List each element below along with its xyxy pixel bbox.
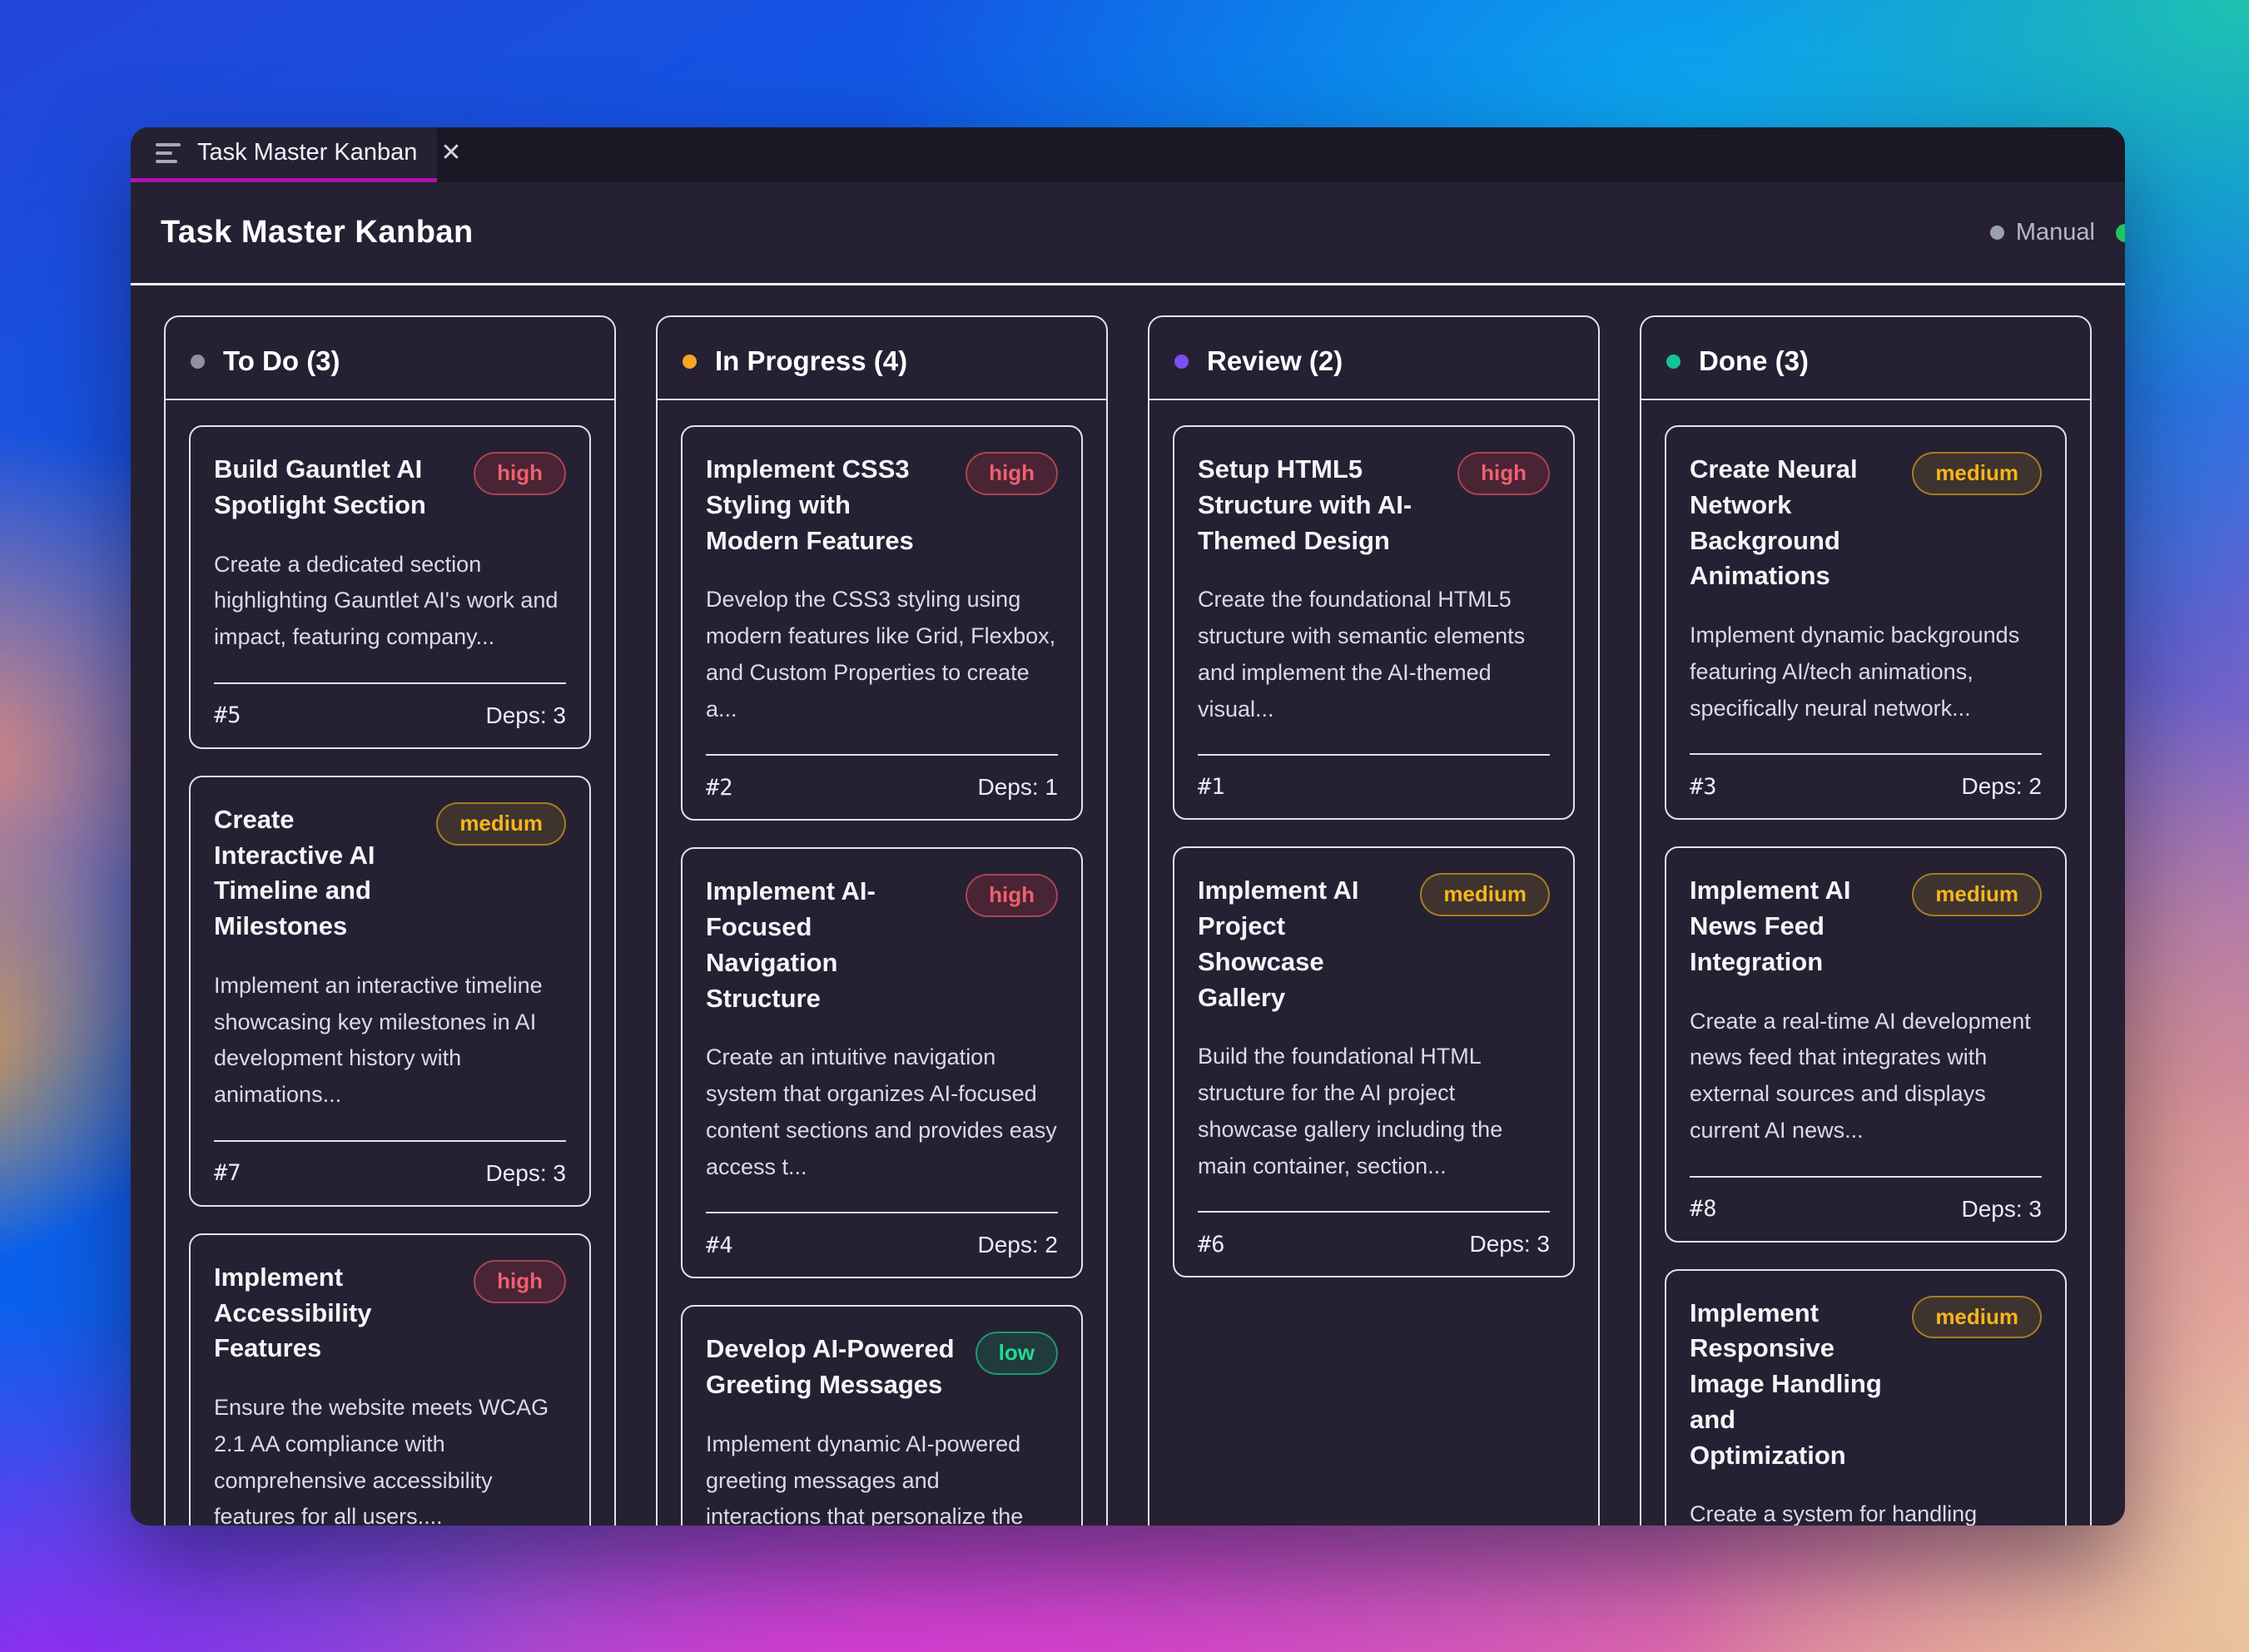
column-in-progress: In Progress (4) Implement CSS3 Styling w…: [656, 315, 1108, 1525]
card-title: Create Interactive AI Timeline and Miles…: [214, 804, 375, 941]
task-card[interactable]: Build Gauntlet AI Spotlight Section high…: [189, 425, 591, 749]
priority-badge: medium: [1420, 873, 1550, 917]
card-description: Implement dynamic AI-powered greeting me…: [706, 1431, 1024, 1525]
column-dot-icon: [1174, 354, 1189, 369]
card-description: Create the foundational HTML5 structure …: [1198, 587, 1526, 722]
card-title: Implement AI-Focused Navigation Structur…: [706, 876, 876, 1013]
card-description: Create a system for handling responsive …: [1690, 1501, 1978, 1525]
close-icon[interactable]: ✕: [440, 138, 462, 166]
task-card[interactable]: Setup HTML5 Structure with AI-Themed Des…: [1173, 425, 1575, 821]
column-review: Review (2) Setup HTML5 Structure with AI…: [1148, 315, 1600, 1525]
kanban-board: To Do (3) Build Gauntlet AI Spotlight Se…: [131, 285, 2125, 1525]
card-deps: Deps: 3: [485, 1159, 567, 1186]
card-description: Build the foundational HTML structure fo…: [1198, 1044, 1503, 1178]
priority-badge: medium: [1912, 873, 2042, 917]
card-deps: Deps: 3: [485, 702, 567, 728]
card-title: Develop AI-Powered Greeting Messages: [706, 1334, 955, 1399]
card-description: Implement dynamic backgrounds featuring …: [1690, 623, 2020, 721]
card-deps: Deps: 3: [1469, 1231, 1551, 1258]
card-title: Implement AI News Feed Integration: [1690, 876, 1851, 976]
card-description: Create a dedicated section highlighting …: [214, 551, 559, 649]
card-id: #1: [1198, 774, 1225, 801]
card-deps: Deps: 1: [977, 774, 1059, 801]
task-card[interactable]: Implement CSS3 Styling with Modern Featu…: [681, 425, 1083, 821]
task-card[interactable]: Implement AI Project Showcase Gallery me…: [1173, 846, 1575, 1278]
tab-label: Task Master Kanban: [197, 139, 418, 166]
task-card[interactable]: Implement AI News Feed Integration mediu…: [1665, 846, 2067, 1243]
column-dot-icon: [683, 354, 697, 369]
priority-badge: medium: [1912, 1295, 2042, 1339]
priority-badge: medium: [436, 801, 566, 846]
priority-badge: medium: [1912, 452, 2042, 495]
card-id: #7: [214, 1160, 241, 1187]
column-dot-icon: [1666, 354, 1681, 369]
mode-indicator: Manual: [1989, 219, 2095, 246]
task-card[interactable]: Develop AI-Powered Greeting Messages low…: [681, 1305, 1083, 1525]
task-card[interactable]: Create Interactive AI Timeline and Miles…: [189, 775, 591, 1207]
column-title: In Progress (4): [715, 345, 908, 376]
task-card[interactable]: Implement AI-Focused Navigation Structur…: [681, 847, 1083, 1279]
task-card[interactable]: Implement Responsive Image Handling and …: [1665, 1268, 2067, 1525]
card-id: #4: [706, 1232, 733, 1258]
card-title: Implement Responsive Image Handling and …: [1690, 1297, 1882, 1470]
column-header-in-progress: In Progress (4): [658, 317, 1106, 400]
column-done: Done (3) Create Neural Network Backgroun…: [1640, 315, 2092, 1525]
task-card[interactable]: Create Neural Network Background Animati…: [1665, 425, 2067, 821]
card-id: #3: [1690, 773, 1717, 800]
card-id: #8: [1690, 1196, 1717, 1222]
priority-badge: high: [966, 874, 1058, 918]
tab-task-master-kanban[interactable]: Task Master Kanban ✕: [131, 127, 462, 182]
card-title: Build Gauntlet AI Spotlight Section: [214, 454, 426, 519]
tab-bar: Task Master Kanban ✕: [131, 127, 2125, 182]
column-title: Done (3): [1699, 345, 1809, 376]
page-title: Task Master Kanban: [161, 215, 474, 250]
task-card[interactable]: Implement Accessibility Features high En…: [189, 1233, 591, 1525]
priority-badge: high: [474, 452, 566, 495]
column-cards: Implement CSS3 Styling with Modern Featu…: [658, 400, 1106, 1525]
card-description: Ensure the website meets WCAG 2.1 AA com…: [214, 1395, 549, 1525]
list-icon: [156, 142, 181, 163]
card-description: Create a real-time AI development news f…: [1690, 1008, 2031, 1143]
priority-badge: high: [474, 1259, 566, 1303]
column-dot-icon: [191, 354, 205, 369]
column-title: Review (2): [1207, 345, 1343, 376]
card-description: Develop the CSS3 styling using modern fe…: [706, 587, 1056, 722]
card-title: Setup HTML5 Structure with AI-Themed Des…: [1198, 454, 1412, 555]
card-description: Implement an interactive timeline showca…: [214, 972, 543, 1107]
column-header-review: Review (2): [1149, 317, 1598, 400]
app-window: Task Master Kanban ✕ Task Master Kanban …: [131, 127, 2125, 1525]
column-title: To Do (3): [223, 345, 340, 376]
card-title: Implement Accessibility Features: [214, 1262, 372, 1363]
mode-dot-icon: [1989, 226, 2004, 240]
card-deps: Deps: 2: [977, 1232, 1059, 1258]
column-cards: Build Gauntlet AI Spotlight Section high…: [166, 400, 614, 1525]
column-cards: Create Neural Network Background Animati…: [1641, 400, 2090, 1525]
priority-badge: high: [1457, 452, 1550, 495]
card-title: Implement CSS3 Styling with Modern Featu…: [706, 454, 914, 555]
column-cards: Setup HTML5 Structure with AI-Themed Des…: [1149, 400, 1598, 1329]
column-header-todo: To Do (3): [166, 317, 614, 400]
card-id: #6: [1198, 1231, 1225, 1258]
app-header: Task Master Kanban Manual: [131, 182, 2125, 285]
card-description: Create an intuitive navigation system th…: [706, 1044, 1057, 1179]
priority-badge: high: [966, 452, 1058, 495]
card-title: Create Neural Network Background Animati…: [1690, 454, 1858, 591]
card-title: Implement AI Project Showcase Gallery: [1198, 876, 1359, 1012]
column-header-done: Done (3): [1641, 317, 2090, 400]
card-id: #2: [706, 774, 733, 801]
card-deps: Deps: 2: [1961, 773, 2043, 800]
card-id: #5: [214, 702, 241, 729]
status-dot-icon: [2116, 223, 2125, 242]
column-todo: To Do (3) Build Gauntlet AI Spotlight Se…: [164, 315, 616, 1525]
priority-badge: low: [975, 1332, 1058, 1376]
card-deps: Deps: 3: [1961, 1195, 2043, 1222]
mode-label: Manual: [2015, 219, 2095, 246]
